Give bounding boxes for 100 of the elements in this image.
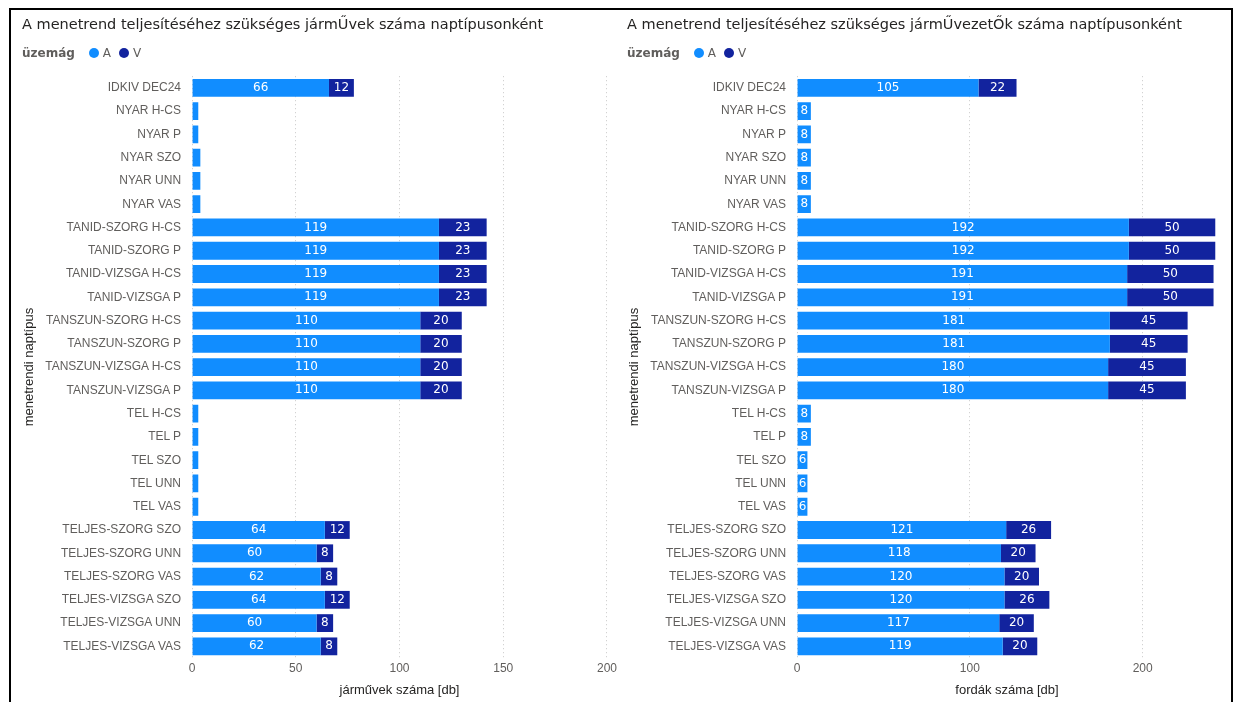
y-tick-label: TELJES-VIZSGA VAS	[63, 638, 182, 653]
x-tick-label: 100	[389, 660, 410, 675]
data-label: 20	[1008, 615, 1025, 630]
y-tick-label: TELJES-SZORG UNN	[666, 545, 787, 560]
bar	[192, 381, 421, 400]
y-tick-label: NYAR P	[137, 126, 182, 141]
bar	[797, 334, 1110, 353]
chart-title: A menetrend teljesítéséhez szükséges jármŰvek száma naptípusonként	[22, 16, 544, 32]
bar	[192, 288, 439, 307]
data-label: 6	[798, 452, 807, 467]
y-tick-label: TELJES-VIZSGA SZO	[61, 592, 182, 607]
data-label: 118	[887, 545, 911, 560]
bar	[192, 521, 325, 539]
bar	[192, 334, 421, 353]
data-label: 180	[941, 359, 965, 374]
data-label: 45	[1139, 382, 1155, 397]
y-tick-label: TANID-SZORG P	[692, 243, 787, 258]
data-label: 8	[325, 568, 333, 583]
data-label: 50	[1162, 266, 1178, 281]
bar	[797, 521, 1007, 539]
data-label: 8	[800, 103, 809, 118]
bar	[438, 241, 487, 260]
y-tick-label: TELJES-VIZSGA SZO	[666, 592, 787, 607]
y-tick-label: TANID-SZORG H-CS	[66, 219, 182, 234]
data-label: 8	[800, 173, 809, 188]
y-tick-label: TEL P	[148, 429, 182, 444]
data-label: 26	[1019, 591, 1035, 606]
bar	[797, 544, 1001, 563]
y-tick-label: TELJES-VIZSGA UNN	[665, 615, 787, 630]
data-label: 20	[433, 382, 449, 397]
y-tick-label: NYAR UNN	[119, 173, 182, 188]
data-label: 120	[889, 568, 913, 583]
data-label: 6	[798, 475, 807, 490]
y-tick-label: TEL SZO	[131, 452, 182, 467]
y-tick-label: TANID-SZORG P	[87, 243, 182, 258]
data-label: 191	[950, 266, 974, 281]
data-label: 62	[248, 638, 265, 653]
y-tick-label: NYAR UNN	[724, 173, 787, 188]
x-tick-label: 0	[188, 660, 196, 675]
bar	[192, 311, 421, 330]
data-label: 8	[321, 615, 329, 630]
data-label: 8	[325, 638, 333, 653]
legend-label: V	[133, 46, 142, 60]
x-tick-label: 200	[596, 660, 618, 675]
data-label: 117	[886, 615, 910, 630]
y-tick-label: NYAR VAS	[727, 196, 787, 211]
y-tick-label: NYAR VAS	[122, 196, 182, 211]
bar	[1109, 311, 1188, 330]
bar	[797, 78, 979, 97]
data-label: 20	[1010, 545, 1026, 560]
y-axis-title: menetrendi naptípus	[626, 307, 642, 427]
y-tick-label: TANSZUN-VIZSGA H-CS	[45, 359, 182, 374]
y-tick-label: TANID-VIZSGA P	[692, 289, 787, 304]
bar	[1000, 544, 1036, 563]
data-label: 8	[800, 405, 809, 420]
chart-title: A menetrend teljesítéséhez szükséges jármŰvezetŐk száma naptípusonként	[627, 16, 1182, 32]
data-label: 60	[246, 545, 263, 560]
data-label: 23	[455, 242, 471, 257]
data-label: 20	[1014, 568, 1030, 583]
y-tick-label: TELJES-VIZSGA VAS	[668, 638, 787, 653]
data-label: 22	[989, 79, 1006, 94]
bar	[192, 218, 439, 237]
legend-label: A	[102, 46, 112, 60]
y-tick-label: TANSZUN-SZORG H-CS	[45, 312, 182, 327]
legend-label: V	[738, 46, 747, 60]
y-tick-label: TANID-VIZSGA H-CS	[670, 266, 787, 281]
bar	[192, 358, 421, 376]
data-label: 121	[890, 522, 914, 537]
data-label: 110	[294, 335, 318, 350]
data-label: 110	[294, 382, 318, 397]
bar	[192, 614, 317, 632]
y-tick-label: TANID-SZORG H-CS	[671, 219, 787, 234]
bar	[420, 381, 462, 400]
data-label: 20	[1012, 638, 1028, 653]
data-label: 20	[433, 335, 449, 350]
y-tick-label: TELJES-SZORG VAS	[63, 568, 182, 583]
y-tick-label: IDKIV DEC24	[107, 80, 182, 95]
y-tick-label: TELJES-SZORG SZO	[62, 522, 182, 537]
data-label: 26	[1020, 522, 1037, 537]
y-tick-label: TANID-VIZSGA P	[87, 289, 182, 304]
y-tick-label: TELJES-VIZSGA UNN	[60, 615, 182, 630]
data-label: 64	[251, 522, 267, 537]
data-label: 120	[889, 591, 913, 606]
bar	[1127, 288, 1214, 307]
bar	[1108, 358, 1186, 376]
y-axis-title: menetrendi naptípus	[21, 307, 37, 427]
x-tick-label: 150	[493, 660, 514, 675]
y-tick-label: TANSZUN-VIZSGA P	[66, 382, 182, 397]
data-label: 23	[455, 289, 471, 304]
bar	[1109, 334, 1188, 353]
data-label: 45	[1141, 335, 1157, 350]
data-label: 50	[1164, 219, 1180, 234]
bar	[192, 567, 321, 586]
bar	[978, 78, 1017, 97]
x-tick-label: 200	[1132, 660, 1154, 675]
bar	[797, 218, 1129, 237]
bar	[797, 614, 1000, 632]
y-tick-label: TEL H-CS	[126, 405, 182, 420]
legend-label: A	[707, 46, 717, 60]
data-label: 45	[1141, 312, 1157, 327]
